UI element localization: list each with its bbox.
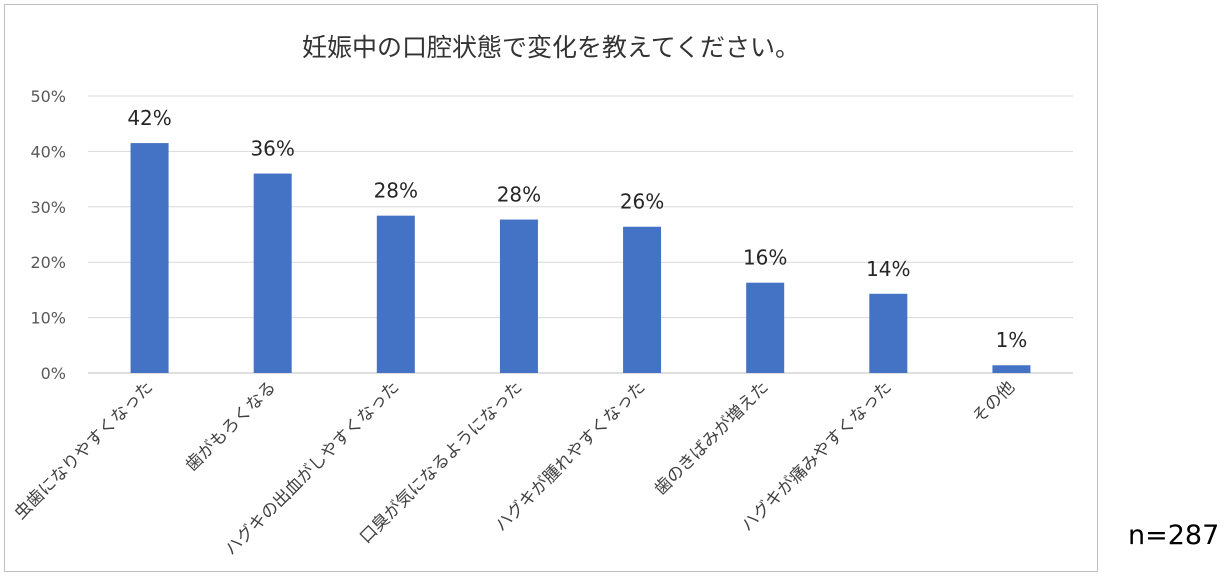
y-tick-label: 50% — [30, 87, 66, 106]
category-label: その他 — [969, 377, 1019, 427]
bar — [499, 219, 538, 373]
bar — [623, 226, 662, 373]
bar — [992, 365, 1031, 373]
bar — [253, 173, 292, 373]
data-label: 14% — [866, 257, 910, 281]
y-tick-label: 0% — [41, 364, 66, 383]
chart-frame — [4, 4, 1098, 572]
bar — [746, 282, 785, 373]
data-label: 42% — [127, 106, 171, 130]
bar — [376, 215, 415, 373]
y-tick-label: 10% — [30, 309, 66, 328]
y-tick-label: 30% — [30, 198, 66, 217]
bar — [130, 143, 169, 373]
bar — [869, 293, 908, 373]
gridlines — [88, 95, 1073, 374]
y-tick-label: 40% — [30, 142, 66, 161]
sample-size-label: n=287 — [1128, 520, 1220, 551]
data-label: 16% — [743, 246, 787, 270]
x-axis-labels: 虫歯になりやすくなった 歯がもろくなるハグキの出血がしやすくなった口臭が気になるよ… — [11, 377, 1019, 559]
y-tick-label: 20% — [30, 253, 66, 272]
y-axis-ticks: 0% 10% 20% 30% 40% 50% — [30, 87, 66, 383]
data-label: 28% — [497, 183, 541, 207]
chart-title: 妊娠中の口腔状態で変化を教えてください。 — [302, 33, 800, 62]
data-label: 36% — [250, 137, 294, 161]
data-label: 26% — [620, 190, 664, 214]
data-label: 28% — [374, 179, 418, 203]
data-label: 1% — [996, 328, 1028, 352]
data-labels: 42% 36% 28% 28% 26% 16% 14% 1% — [127, 106, 1027, 352]
category-label: 歯のきばみが増えた — [651, 377, 773, 499]
category-label: 歯がもろくなる — [182, 377, 280, 475]
category-label: 虫歯になりやすくなった — [11, 377, 157, 523]
bars — [130, 143, 1031, 373]
